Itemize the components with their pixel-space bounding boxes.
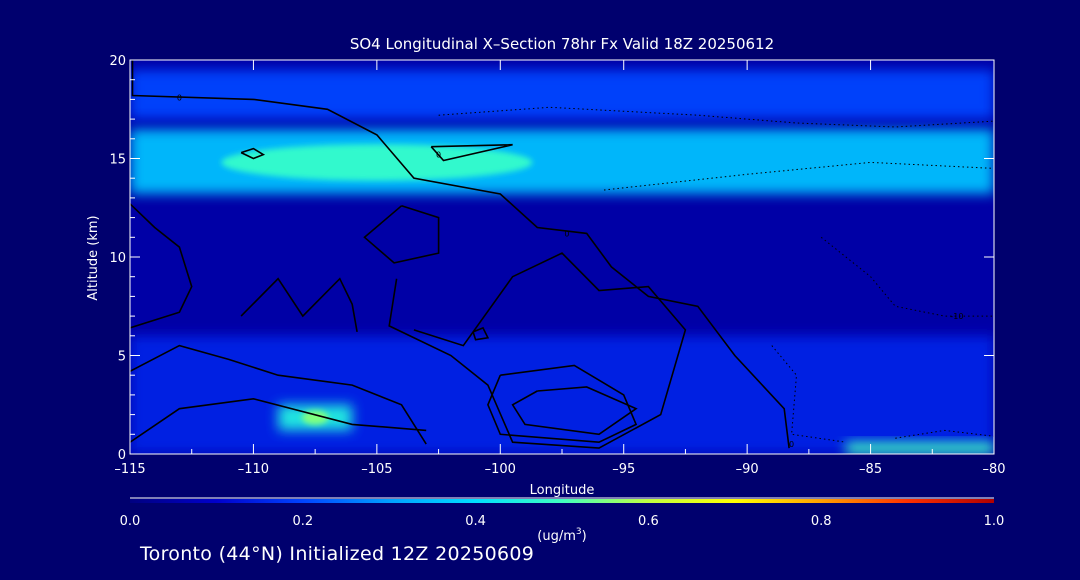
contour-label: 0 [564, 229, 569, 238]
field-region-5 [845, 442, 994, 454]
contour-solid-12 [130, 397, 427, 443]
y-tick-label: 0 [118, 448, 126, 463]
contour-solid-9 [430, 143, 513, 162]
colorbar-gradient [130, 499, 994, 503]
colorbar-tick-label: 0.8 [811, 514, 832, 529]
y-tick-label: 5 [118, 350, 126, 365]
contour-solid-1 [131, 60, 790, 449]
colorbar-tick-label: 0.4 [465, 514, 486, 529]
field-peak-4 [301, 410, 329, 425]
plot-area [130, 60, 994, 454]
contour-label: -10 [950, 312, 963, 321]
x-tick-label: –105 [361, 462, 392, 477]
y-axis-label: Altitude (km) [86, 215, 101, 300]
contour-dotted-4 [771, 345, 846, 443]
contour-solid-11 [472, 326, 490, 341]
contour-solid-2 [130, 203, 193, 329]
field-peak-1 [221, 144, 533, 181]
y-tick-label: 10 [109, 251, 126, 266]
contour-label: 0 [177, 93, 182, 102]
contour-lines: 0 0 0 0 -10 [130, 60, 994, 449]
colorbar-unit: (ug/m3) [537, 527, 586, 544]
x-tick-label: –110 [238, 462, 269, 477]
x-tick-label: –115 [114, 462, 145, 477]
x-tick-label: –90 [736, 462, 759, 477]
footer-caption: Toronto (44°N) Initialized 12Z 20250609 [140, 543, 535, 565]
contour-dotted-5 [895, 429, 994, 439]
field-region-3 [130, 335, 994, 454]
contour-solid-10 [240, 147, 266, 160]
contour-label: 0 [436, 151, 441, 160]
contour-solid-6 [388, 252, 687, 449]
chart-title: SO4 Longitudinal X–Section 78hr Fx Valid… [350, 35, 774, 53]
x-tick-label: –95 [612, 462, 635, 477]
colorbar-unit-sup: 3 [576, 527, 582, 537]
colorbar: 0.0 0.2 0.4 0.6 0.8 1.0 [120, 497, 1005, 529]
contour-solid-3 [130, 344, 427, 445]
x-axis-label: Longitude [530, 483, 595, 498]
colorbar-tick-label: 1.0 [984, 514, 1005, 529]
colorbar-tick-label: 0.0 [120, 514, 141, 529]
contour-label: 0 [789, 440, 794, 449]
colorbar-unit-text: (ug/m [537, 529, 576, 544]
y-tick-label: 20 [109, 54, 126, 69]
contour-solid-8 [487, 364, 638, 444]
colorbar-unit-close: ) [582, 529, 587, 544]
field-region-2 [130, 69, 994, 120]
x-tick-label: –85 [859, 462, 882, 477]
x-tick-label: –80 [982, 462, 1005, 477]
contour-solid-7 [511, 386, 638, 436]
colorbar-tick-label: 0.2 [292, 514, 313, 529]
y-tick-label: 15 [109, 153, 126, 168]
axes: –115 –110 –105 –100 –95 –90 –85 –80 0 5 10 15 20 [109, 54, 1005, 477]
contour-solid-5 [363, 205, 440, 264]
colorbar-tick-label: 0.6 [638, 514, 659, 529]
contour-solid-4 [240, 277, 358, 333]
x-tick-label: –100 [485, 462, 516, 477]
contour-dotted-2 [603, 161, 994, 191]
